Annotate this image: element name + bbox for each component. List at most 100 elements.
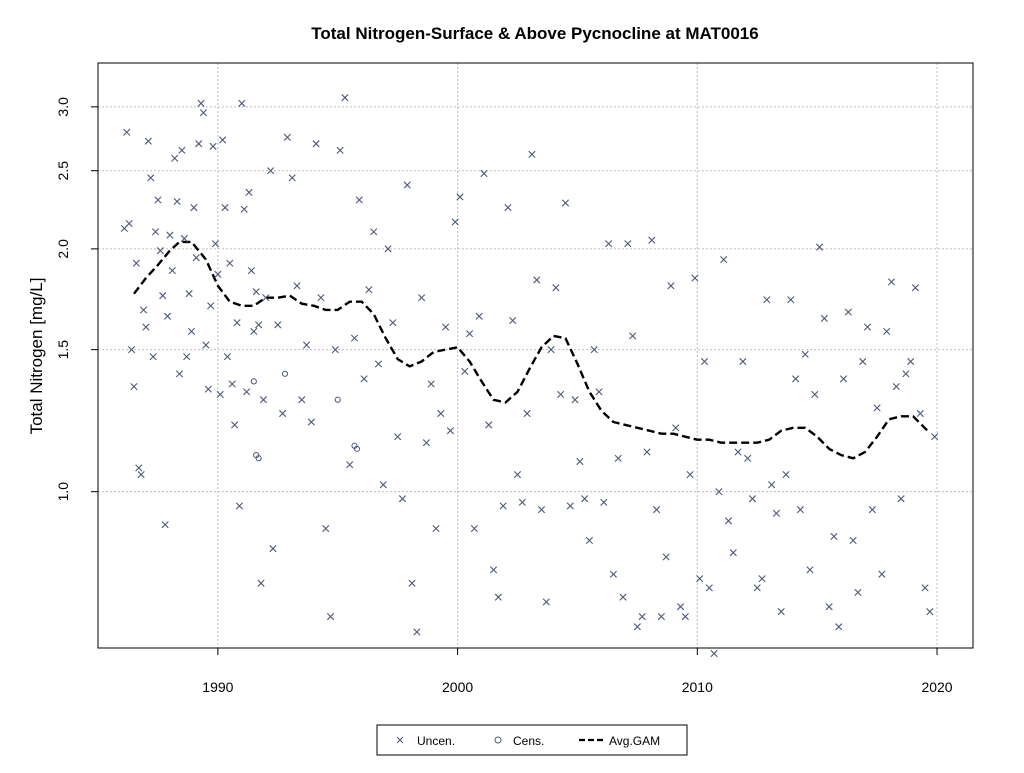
data-point-uncensored: [700, 357, 709, 366]
data-point-uncensored: [156, 247, 164, 255]
data-point-uncensored: [518, 498, 526, 506]
data-point-uncensored: [571, 396, 579, 404]
data-point-uncensored: [202, 341, 210, 349]
plot-frame: [97, 62, 974, 649]
data-point-uncensored: [161, 521, 169, 529]
data-point-uncensored: [753, 584, 761, 592]
legend-circle-marker: [494, 736, 502, 744]
data-point-uncensored: [178, 146, 186, 154]
data-point-uncensored: [180, 234, 188, 243]
data-point-uncensored: [542, 598, 550, 606]
data-point-uncensored: [259, 396, 267, 404]
data-point-uncensored: [470, 524, 478, 533]
data-point-uncensored: [307, 418, 315, 426]
data-point-uncensored: [878, 570, 886, 578]
data-point-uncensored: [657, 613, 665, 621]
data-point-uncensored: [748, 495, 757, 503]
data-point-uncensored: [576, 457, 584, 466]
y-axis-label: Total Nitrogen [mg/L]: [27, 278, 46, 435]
data-point-uncensored: [705, 584, 713, 592]
data-point-uncensored: [149, 353, 157, 361]
data-point-uncensored: [648, 236, 656, 244]
data-point-uncensored: [667, 282, 675, 290]
y-tick-label: 2.0: [55, 239, 71, 259]
data-point-uncensored: [513, 470, 522, 479]
data-point-uncensored: [456, 193, 464, 201]
data-point-uncensored: [183, 353, 191, 361]
data-point-uncensored: [715, 488, 723, 496]
data-point-uncensored: [585, 536, 594, 545]
data-point-uncensored: [537, 506, 546, 514]
data-point-uncensored: [437, 409, 445, 418]
data-point-uncensored: [214, 270, 222, 278]
data-point-uncensored: [868, 506, 876, 514]
data-point-censored: [334, 396, 341, 403]
legend-item-cens: Cens.: [494, 734, 544, 748]
data-point-uncensored: [605, 240, 613, 248]
data-point-uncensored: [557, 390, 565, 399]
censored-layer: [250, 370, 361, 462]
data-point-uncensored: [835, 623, 843, 631]
y-tick-label: 1.5: [55, 340, 71, 360]
data-point-uncensored: [209, 142, 217, 150]
data-point-uncensored: [171, 154, 179, 162]
data-point-uncensored: [379, 481, 387, 489]
data-point-uncensored: [422, 439, 431, 447]
data-point-uncensored: [123, 128, 131, 136]
data-point-uncensored: [163, 312, 172, 320]
data-point-uncensored: [849, 536, 857, 545]
data-point-uncensored: [262, 294, 270, 302]
data-point-uncensored: [228, 380, 236, 388]
data-point-uncensored: [255, 321, 263, 329]
data-point-uncensored: [204, 385, 212, 393]
data-point-uncensored: [384, 245, 392, 253]
data-point-uncensored: [566, 502, 574, 510]
data-point-uncensored: [187, 327, 196, 336]
data-point-uncensored: [883, 327, 891, 336]
data-point-uncensored: [235, 502, 244, 510]
y-tick-label: 1.0: [55, 482, 71, 502]
data-point-uncensored: [302, 341, 311, 349]
data-point-uncensored: [614, 454, 622, 462]
data-point-uncensored: [418, 294, 426, 302]
data-point-uncensored: [825, 603, 833, 611]
data-point-uncensored: [139, 306, 148, 314]
data-point-uncensored: [274, 321, 282, 329]
data-point-uncensored: [782, 470, 790, 479]
data-point-uncensored: [734, 448, 742, 456]
data-point-uncensored: [619, 593, 627, 601]
data-point-uncensored: [394, 433, 402, 441]
data-point-uncensored: [199, 109, 208, 117]
data-point-uncensored: [672, 424, 680, 432]
data-point-uncensored: [892, 382, 900, 391]
data-point-uncensored: [624, 240, 632, 248]
chart-title: Total Nitrogen-Surface & Above Pycnoclin…: [311, 24, 758, 43]
data-point-uncensored: [744, 454, 752, 462]
data-point-censored: [353, 445, 361, 452]
data-point-uncensored: [360, 375, 368, 383]
data-point-uncensored: [662, 553, 670, 561]
data-point-uncensored: [322, 524, 330, 533]
data-point-uncensored: [902, 370, 910, 378]
data-point-uncensored: [475, 312, 483, 320]
data-point-uncensored: [729, 549, 737, 557]
data-point-censored: [281, 370, 289, 377]
data-point-uncensored: [216, 390, 224, 399]
data-point-uncensored: [257, 579, 265, 587]
x-axis: 1990 2000 2010 2020: [202, 648, 953, 695]
data-point-uncensored: [739, 357, 747, 366]
legend-label-uncen: Uncen.: [417, 734, 455, 748]
data-point-uncensored: [219, 136, 227, 144]
data-point-uncensored: [173, 197, 181, 206]
data-point-uncensored: [408, 579, 416, 587]
data-point-uncensored: [911, 284, 920, 292]
gam-trend-line: [133, 240, 929, 460]
data-point-uncensored: [226, 259, 234, 267]
data-point-uncensored: [197, 99, 205, 107]
data-point-uncensored: [509, 316, 517, 325]
data-point-uncensored: [926, 608, 934, 616]
data-point-uncensored: [312, 140, 320, 148]
data-point-uncensored: [269, 545, 277, 553]
data-point-uncensored: [916, 409, 924, 418]
